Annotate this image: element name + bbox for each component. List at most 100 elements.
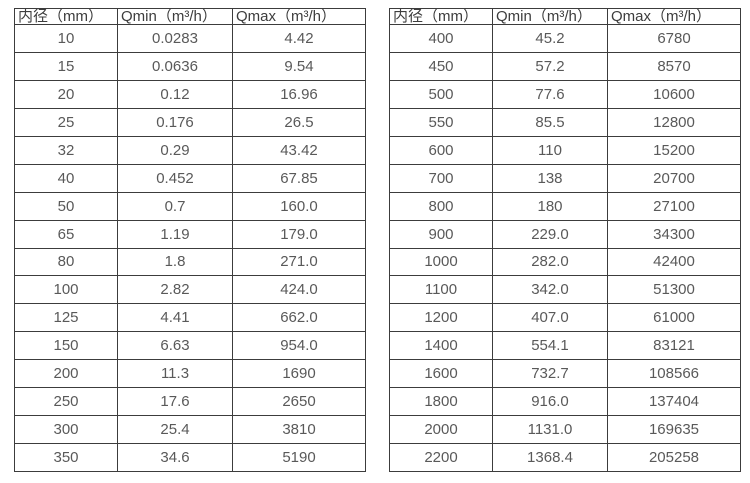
table-cell: 9.54 xyxy=(232,51,366,81)
table-cell: 15200 xyxy=(607,135,741,165)
column-header: 内径（mm） xyxy=(389,8,493,25)
table-cell: 0.452 xyxy=(117,163,233,193)
table-row: 2000 1131.0 169635 xyxy=(389,415,741,445)
table-cell: 42400 xyxy=(607,247,741,277)
table-cell: 229.0 xyxy=(492,219,608,249)
table-cell: 20700 xyxy=(607,163,741,193)
table-cell: 11.3 xyxy=(117,359,233,389)
table-cell: 40 xyxy=(14,163,118,193)
table-cell: 50 xyxy=(14,191,118,221)
table-cell: 424.0 xyxy=(232,275,366,305)
table-cell: 2200 xyxy=(389,443,493,472)
table-cell: 169635 xyxy=(607,415,741,445)
table-cell: 15 xyxy=(14,51,118,81)
table-cell: 12800 xyxy=(607,107,741,137)
table-cell: 20 xyxy=(14,79,118,109)
table-cell: 1.8 xyxy=(117,247,233,277)
table-cell: 0.176 xyxy=(117,107,233,137)
table-row: 600 110 15200 xyxy=(389,135,741,165)
table-cell: 554.1 xyxy=(492,331,608,361)
table-row: 700 138 20700 xyxy=(389,163,741,193)
table-cell: 34300 xyxy=(607,219,741,249)
table-cell: 138 xyxy=(492,163,608,193)
table-cell: 108566 xyxy=(607,359,741,389)
table-row: 2200 1368.4 205258 xyxy=(389,443,741,472)
table-cell: 25.4 xyxy=(117,415,233,445)
table-cell: 1131.0 xyxy=(492,415,608,445)
table-cell: 1.19 xyxy=(117,219,233,249)
table-cell: 8570 xyxy=(607,51,741,81)
table-cell: 800 xyxy=(389,191,493,221)
table-cell: 125 xyxy=(14,303,118,333)
table-row: 1100 342.0 51300 xyxy=(389,275,741,305)
table-row: 450 57.2 8570 xyxy=(389,51,741,81)
table-cell: 1368.4 xyxy=(492,443,608,472)
table-cell: 0.7 xyxy=(117,191,233,221)
table-cell: 180 xyxy=(492,191,608,221)
table-cell: 51300 xyxy=(607,275,741,305)
table-row: 50 0.7 160.0 xyxy=(14,191,366,221)
table-cell: 400 xyxy=(389,24,493,53)
column-header: 内径（mm） xyxy=(14,8,118,25)
table-row: 1200 407.0 61000 xyxy=(389,303,741,333)
table-cell: 27100 xyxy=(607,191,741,221)
table-cell: 350 xyxy=(14,443,118,472)
table-cell: 26.5 xyxy=(232,107,366,137)
table-cell: 85.5 xyxy=(492,107,608,137)
table-cell: 900 xyxy=(389,219,493,249)
table-cell: 1690 xyxy=(232,359,366,389)
table-cell: 600 xyxy=(389,135,493,165)
table-cell: 954.0 xyxy=(232,331,366,361)
table-cell: 2000 xyxy=(389,415,493,445)
table-row: 1000 282.0 42400 xyxy=(389,247,741,277)
table-cell: 450 xyxy=(389,51,493,81)
table-row: 1600 732.7 108566 xyxy=(389,359,741,389)
table-row: 125 4.41 662.0 xyxy=(14,303,366,333)
table-row: 550 85.5 12800 xyxy=(389,107,741,137)
table-cell: 300 xyxy=(14,415,118,445)
table-cell: 4.41 xyxy=(117,303,233,333)
table-row: 65 1.19 179.0 xyxy=(14,219,366,249)
table-cell: 1400 xyxy=(389,331,493,361)
table-cell: 6.63 xyxy=(117,331,233,361)
table-cell: 342.0 xyxy=(492,275,608,305)
table-row: 1800 916.0 137404 xyxy=(389,387,741,417)
header-row: 内径（mm） Qmin（m³/h） Qmax（m³/h） xyxy=(389,8,741,25)
table-cell: 137404 xyxy=(607,387,741,417)
table-cell: 916.0 xyxy=(492,387,608,417)
table-cell: 1600 xyxy=(389,359,493,389)
table-cell: 65 xyxy=(14,219,118,249)
column-header: Qmax（m³/h） xyxy=(232,8,366,25)
table-cell: 0.29 xyxy=(117,135,233,165)
table-row: 15 0.0636 9.54 xyxy=(14,51,366,81)
table-cell: 4.42 xyxy=(232,24,366,53)
table-cell: 0.0636 xyxy=(117,51,233,81)
table-row: 40 0.452 67.85 xyxy=(14,163,366,193)
table-row: 400 45.2 6780 xyxy=(389,24,741,53)
table-cell: 3810 xyxy=(232,415,366,445)
table-cell: 150 xyxy=(14,331,118,361)
flow-spec-table-large-diameters: 内径（mm） Qmin（m³/h） Qmax（m³/h） 400 45.2 6780 450… xyxy=(389,8,741,472)
table-row: 32 0.29 43.42 xyxy=(14,135,366,165)
table-row: 25 0.176 26.5 xyxy=(14,107,366,137)
table-cell: 1100 xyxy=(389,275,493,305)
table-cell: 16.96 xyxy=(232,79,366,109)
table-cell: 17.6 xyxy=(117,387,233,417)
table-cell: 6780 xyxy=(607,24,741,53)
table-cell: 662.0 xyxy=(232,303,366,333)
table-row: 10 0.0283 4.42 xyxy=(14,24,366,53)
table-cell: 271.0 xyxy=(232,247,366,277)
table-cell: 407.0 xyxy=(492,303,608,333)
column-header: Qmin（m³/h） xyxy=(492,8,608,25)
table-row: 200 11.3 1690 xyxy=(14,359,366,389)
table-cell: 67.85 xyxy=(232,163,366,193)
table-cell: 0.12 xyxy=(117,79,233,109)
table-cell: 83121 xyxy=(607,331,741,361)
table-cell: 10 xyxy=(14,24,118,53)
table-row: 500 77.6 10600 xyxy=(389,79,741,109)
column-header: Qmax（m³/h） xyxy=(607,8,741,25)
table-cell: 61000 xyxy=(607,303,741,333)
table-cell: 5190 xyxy=(232,443,366,472)
table-cell: 160.0 xyxy=(232,191,366,221)
